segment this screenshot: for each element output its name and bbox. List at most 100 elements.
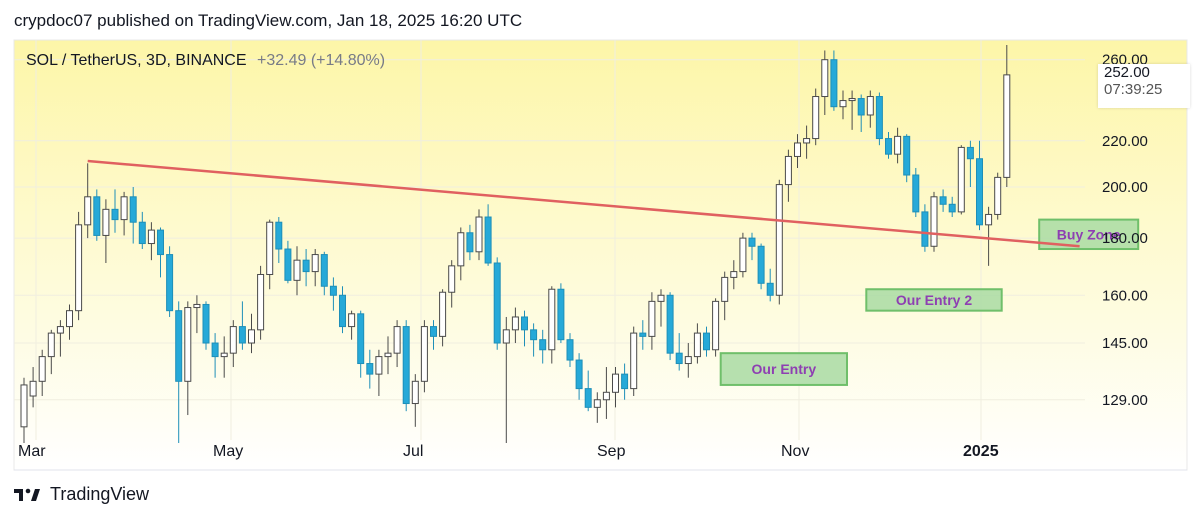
publication-header: crypdoc07 published on TradingView.com, …	[14, 11, 523, 30]
candle-up	[894, 135, 902, 155]
candle-up	[593, 399, 601, 408]
candle-up	[602, 391, 610, 401]
candle-up	[293, 259, 301, 281]
candle-down	[320, 254, 328, 287]
candle-down	[966, 146, 974, 160]
candle-down	[238, 326, 246, 344]
candle-down	[138, 221, 146, 245]
y-tick-label: 145.00	[1102, 335, 1148, 352]
last-price-box: 252.00 07:39:25	[1098, 64, 1190, 108]
candle-down	[830, 59, 838, 108]
candle-down	[875, 96, 883, 140]
candle-up	[29, 380, 37, 397]
candle-up	[630, 332, 638, 390]
x-axis: Mar May Jul Sep Nov 2025	[18, 443, 999, 460]
candle-up	[721, 276, 729, 302]
candle-up	[548, 288, 556, 351]
candle-down	[748, 237, 756, 247]
trendline-layer	[87, 159, 1080, 248]
candle-up	[821, 59, 829, 98]
candle-down	[357, 313, 365, 365]
candle-down	[157, 229, 164, 256]
last-price-value: 252.00	[1104, 64, 1150, 81]
candle-up	[475, 216, 483, 253]
candle-up	[193, 303, 201, 309]
bar-countdown: 07:39:25	[1104, 81, 1163, 98]
candle-down	[675, 352, 683, 365]
candle-up	[648, 300, 656, 337]
candle-up	[712, 300, 720, 351]
x-tick-label: May	[213, 443, 243, 460]
tradingview-branding[interactable]: TradingView	[14, 484, 149, 505]
candle-down	[666, 294, 674, 354]
x-tick-label: Jul	[403, 443, 423, 460]
candle-down	[903, 135, 911, 176]
candle-down	[493, 262, 501, 344]
x-tick-label: 2025	[963, 443, 999, 460]
candle-up	[248, 329, 255, 344]
candle-up	[1003, 74, 1011, 178]
candle-down	[521, 316, 528, 331]
annotation-box	[865, 288, 1003, 312]
candle-up	[147, 229, 155, 245]
candle-down	[575, 359, 583, 390]
annotation-label: Our Entry	[752, 361, 817, 377]
tradingview-logo-icon	[14, 488, 40, 501]
candle-up	[66, 310, 73, 328]
candle-up	[257, 273, 265, 331]
brand-name: TradingView	[50, 484, 150, 504]
candle-up	[739, 237, 747, 273]
candle-up	[502, 329, 510, 344]
chart-legend: SOL / TetherUS, 3D, BINANCE +32.49 (+14.…	[26, 52, 385, 70]
candle-up	[775, 184, 783, 296]
candle-up	[375, 356, 383, 375]
candle-down	[948, 203, 956, 213]
y-tick-label: 160.00	[1102, 287, 1148, 304]
candle-down	[166, 254, 174, 312]
y-tick-label: 220.00	[1102, 133, 1148, 150]
candle-up	[457, 232, 465, 267]
candle-down	[484, 216, 492, 264]
annotation-zones	[719, 218, 1140, 386]
y-tick-label: 180.00	[1102, 230, 1148, 247]
candle-up	[448, 265, 456, 293]
chart-background	[14, 40, 1187, 470]
candle-down	[921, 211, 929, 247]
candle-down	[329, 285, 337, 296]
candle-down	[402, 326, 410, 405]
candle-up	[657, 294, 665, 302]
candle-down	[885, 138, 892, 155]
candle-down	[93, 196, 101, 236]
candle-down	[530, 329, 538, 341]
candle-up	[266, 221, 274, 275]
candle-up	[866, 96, 874, 116]
candle-up	[839, 100, 847, 108]
candle-up	[930, 196, 938, 247]
annotation-labels: Our Entry Our Entry 2 Buy Zone	[752, 226, 1121, 377]
candle-up	[20, 384, 28, 428]
candle-up	[985, 213, 993, 226]
annotation-box	[719, 352, 849, 386]
candle-up	[730, 271, 738, 278]
candle-down	[284, 248, 292, 281]
candle-up	[803, 138, 811, 144]
candle-down	[129, 196, 137, 223]
candle-up	[994, 176, 1002, 215]
candle-up	[393, 326, 401, 354]
candle-up	[311, 254, 319, 273]
candle-up	[120, 196, 128, 221]
candle-down	[339, 294, 346, 328]
x-tick-label: Mar	[18, 443, 46, 460]
candle-down	[557, 288, 565, 341]
annotation-label: Buy Zone	[1057, 226, 1121, 242]
y-tick-label: 200.00	[1102, 179, 1148, 196]
candle-up	[794, 142, 801, 157]
candle-down	[366, 363, 374, 375]
candle-down	[766, 282, 774, 296]
candle-down	[466, 232, 474, 253]
candle-down	[584, 388, 592, 408]
candle-up	[220, 352, 228, 358]
candle-up	[84, 196, 92, 226]
candle-down	[857, 98, 865, 116]
